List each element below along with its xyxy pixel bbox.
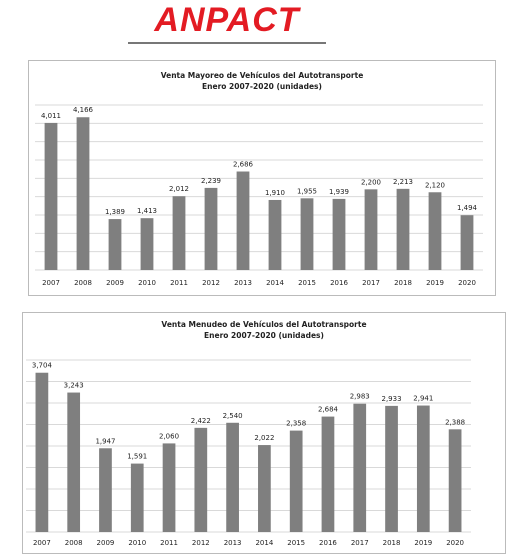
- value-label: 2,684: [318, 406, 339, 414]
- value-label: 2,012: [169, 185, 189, 193]
- bar: [67, 392, 81, 532]
- x-tick-label: 2019: [414, 539, 432, 547]
- value-label: 4,011: [41, 112, 61, 120]
- x-tick-label: 2016: [319, 539, 337, 547]
- bar: [204, 187, 218, 270]
- bar: [332, 198, 346, 270]
- bar: [460, 215, 474, 270]
- bar: [108, 219, 122, 270]
- x-tick-label: 2018: [383, 539, 401, 547]
- value-label: 1,910: [265, 189, 285, 197]
- value-label: 2,983: [350, 393, 370, 401]
- value-label: 1,494: [457, 204, 478, 212]
- value-label: 2,358: [286, 420, 306, 428]
- bar: [448, 429, 462, 532]
- bar: [396, 188, 410, 270]
- value-label: 2,200: [361, 178, 381, 186]
- bar: [385, 405, 398, 532]
- x-tick-label: 2009: [106, 279, 124, 287]
- x-tick-label: 2015: [287, 539, 305, 547]
- x-tick-label: 2020: [446, 539, 464, 547]
- x-tick-label: 2013: [234, 279, 252, 287]
- bar: [99, 448, 112, 532]
- bar: [44, 122, 58, 271]
- x-tick-label: 2008: [74, 279, 92, 287]
- value-label: 2,933: [382, 395, 402, 403]
- x-tick-label: 2018: [394, 279, 412, 287]
- chart-subtitle: Enero 2007-2020 (unidades): [202, 82, 322, 91]
- value-label: 2,540: [223, 412, 243, 420]
- value-label: 1,955: [297, 187, 317, 195]
- chart-subtitle: Enero 2007-2020 (unidades): [204, 331, 324, 340]
- x-tick-label: 2017: [362, 279, 380, 287]
- value-label: 4,166: [73, 106, 94, 114]
- x-tick-label: 2020: [458, 279, 476, 287]
- x-tick-label: 2016: [330, 279, 348, 287]
- value-label: 2,022: [254, 434, 274, 442]
- x-tick-label: 2010: [128, 539, 146, 547]
- x-tick-label: 2012: [192, 539, 210, 547]
- chart-title: Venta Mayoreo de Vehículos del Autotrans…: [161, 71, 364, 80]
- value-label: 1,591: [127, 453, 147, 461]
- value-label: 2,422: [191, 417, 211, 425]
- bar: [76, 117, 90, 270]
- bar: [140, 218, 154, 270]
- bar: [258, 445, 271, 532]
- value-label: 1,947: [95, 437, 115, 445]
- x-tick-label: 2012: [202, 279, 220, 287]
- value-label: 2,120: [425, 181, 445, 189]
- bar: [364, 189, 378, 270]
- x-tick-label: 2014: [266, 279, 284, 287]
- chart-title: Venta Menudeo de Vehículos del Autotrans…: [161, 320, 366, 329]
- bar: [428, 192, 442, 270]
- value-label: 2,388: [445, 418, 465, 426]
- bar: [130, 463, 144, 532]
- logo: ANPACT: [153, 1, 301, 39]
- bar: [226, 422, 239, 532]
- bar: [353, 403, 367, 532]
- value-label: 2,239: [201, 177, 221, 185]
- bar: [162, 443, 176, 532]
- x-tick-label: 2008: [65, 539, 83, 547]
- value-label: 2,060: [159, 432, 179, 440]
- x-tick-label: 2014: [255, 539, 273, 547]
- value-label: 3,704: [32, 362, 53, 370]
- bar: [194, 427, 208, 532]
- value-label: 3,243: [64, 382, 84, 390]
- x-tick-label: 2011: [160, 539, 178, 547]
- value-label: 2,941: [413, 395, 433, 403]
- bar: [268, 199, 282, 270]
- x-tick-label: 2015: [298, 279, 316, 287]
- x-tick-label: 2007: [33, 539, 51, 547]
- x-tick-label: 2017: [351, 539, 369, 547]
- value-label: 2,213: [393, 178, 413, 186]
- bar: [416, 405, 430, 532]
- bar: [35, 372, 49, 532]
- bar: [300, 198, 314, 270]
- value-label: 2,686: [233, 161, 254, 169]
- bar: [236, 171, 250, 270]
- x-tick-label: 2019: [426, 279, 444, 287]
- x-tick-label: 2009: [97, 539, 115, 547]
- bar: [321, 416, 335, 532]
- x-tick-label: 2013: [224, 539, 242, 547]
- value-label: 1,413: [137, 207, 157, 215]
- value-label: 1,939: [329, 188, 349, 196]
- x-tick-label: 2010: [138, 279, 156, 287]
- bar: [172, 196, 186, 270]
- bar: [289, 430, 303, 532]
- x-tick-label: 2007: [42, 279, 60, 287]
- x-tick-label: 2011: [170, 279, 188, 287]
- value-label: 1,389: [105, 208, 125, 216]
